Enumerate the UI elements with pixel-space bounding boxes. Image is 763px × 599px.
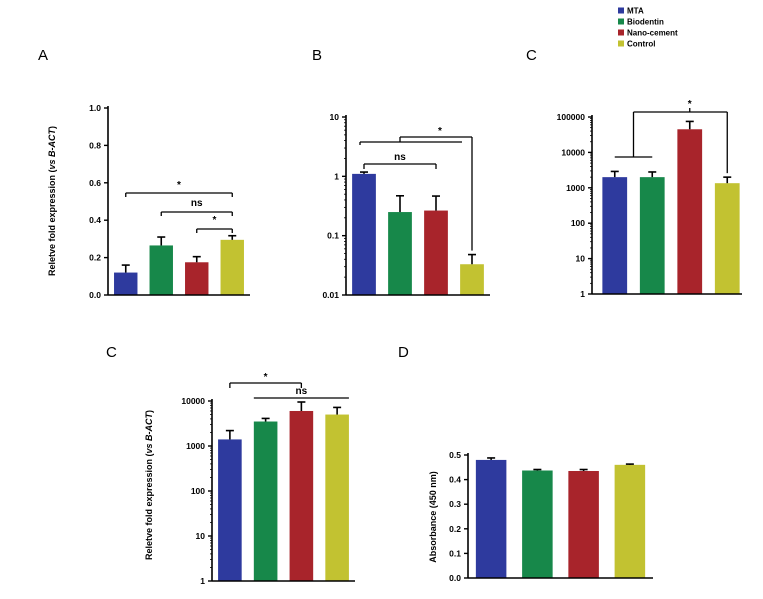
- significance-ns: ns: [191, 198, 203, 209]
- significance-star: *: [688, 99, 692, 110]
- legend-swatch-3: [618, 40, 624, 47]
- bar-nano-cement: [289, 410, 314, 581]
- y-tick-label: 100: [571, 218, 585, 228]
- legend-swatch-2: [618, 29, 624, 36]
- legend-swatch-0: [618, 7, 624, 14]
- y-tick-label: 1: [334, 171, 339, 181]
- bar-nano-cement: [185, 262, 209, 295]
- y-tick-label: 1.0: [89, 103, 101, 113]
- y-axis-label: Reletve fold expression (vs B-ACT): [144, 410, 154, 560]
- significance-star: *: [213, 215, 217, 226]
- y-tick-label: 0.3: [449, 499, 461, 509]
- bar-mta: [218, 439, 242, 581]
- y-tick-label: 0.1: [449, 548, 461, 558]
- bar-mta: [352, 173, 376, 295]
- panel-c-top: C 1 10 100 1000 10000 100000 *: [526, 47, 742, 299]
- y-tick-label: 0.0: [89, 290, 101, 300]
- bar-control: [460, 264, 484, 295]
- panel-label: C: [526, 47, 537, 64]
- panel-d: D 0.0 0.1 0.2 0.3 0.4 0.5 Absorbance (450 nm): [398, 344, 653, 583]
- y-tick-label: 10000: [181, 396, 205, 406]
- significance-ns: ns: [296, 386, 308, 397]
- legend-label-0: MTA: [627, 7, 644, 16]
- y-tick-label: 0.6: [89, 178, 101, 188]
- y-tick-label: 1000: [186, 441, 205, 451]
- y-tick-label: 0.0: [449, 573, 461, 583]
- y-tick-label: 0.01: [322, 290, 339, 300]
- bar-biodentin: [388, 212, 412, 295]
- y-tick-label: 10: [196, 531, 206, 541]
- bar-control: [325, 414, 349, 581]
- bar-mta: [475, 459, 507, 578]
- legend-label-2: Nano-cement: [627, 29, 678, 38]
- bar-biodentin: [253, 421, 278, 581]
- y-tick-label: 0.8: [89, 140, 101, 150]
- y-tick-label: 1: [580, 289, 585, 299]
- y-tick-label: 100000: [557, 112, 586, 122]
- y-tick-label: 1: [200, 576, 205, 586]
- bar-biodentin: [522, 470, 553, 578]
- bar-biodentin: [639, 177, 665, 294]
- legend-label-3: Control: [627, 40, 655, 49]
- y-tick-label: 0.2: [449, 524, 461, 534]
- panel-label: C: [106, 344, 117, 361]
- bar-mta: [114, 272, 138, 295]
- y-tick-label: 10000: [561, 147, 585, 157]
- legend-swatch-1: [618, 18, 624, 25]
- y-tick-label: 0.1: [327, 231, 339, 241]
- legend: MTA Biodentin Nano-cement Control: [618, 7, 678, 49]
- y-tick-label: 100: [191, 486, 205, 496]
- bar-mta: [602, 177, 628, 294]
- significance-ns: ns: [394, 152, 406, 163]
- y-tick-label: 1000: [566, 183, 585, 193]
- y-tick-label: 0.5: [449, 450, 461, 460]
- bar-control: [614, 464, 646, 578]
- panel-label: D: [398, 344, 409, 361]
- y-axis-label: Absorbance (450 nm): [428, 471, 438, 563]
- y-axis-label: Reletve fold expression (vs B-ACT): [47, 126, 57, 276]
- panel-b: B 0.01 0.1 1 10 * ns: [312, 47, 490, 300]
- significance-star: *: [438, 126, 442, 137]
- bar-nano-cement: [677, 129, 703, 294]
- y-tick-label: 0.2: [89, 253, 101, 263]
- y-tick-label: 10: [330, 112, 340, 122]
- panel-label: A: [38, 47, 48, 64]
- panel-label: B: [312, 47, 322, 64]
- panel-a: A 0.0 0.2 0.4 0.6 0.8 1.0 Reletve fold expressi…: [38, 47, 250, 300]
- bar-control: [220, 239, 244, 295]
- legend-label-1: Biodentin: [627, 18, 664, 27]
- significance-star: *: [264, 372, 268, 383]
- panel-c-bottom: C 1 10 100 1000 10000 Reletve fold expression …: [106, 344, 355, 586]
- bar-nano-cement: [424, 210, 448, 295]
- significance-star: *: [177, 180, 181, 191]
- bar-nano-cement: [568, 470, 599, 578]
- y-tick-label: 10: [576, 254, 586, 264]
- bar-control: [714, 183, 740, 294]
- y-tick-label: 0.4: [449, 475, 461, 485]
- y-tick-label: 0.4: [89, 215, 101, 225]
- bar-biodentin: [149, 245, 173, 295]
